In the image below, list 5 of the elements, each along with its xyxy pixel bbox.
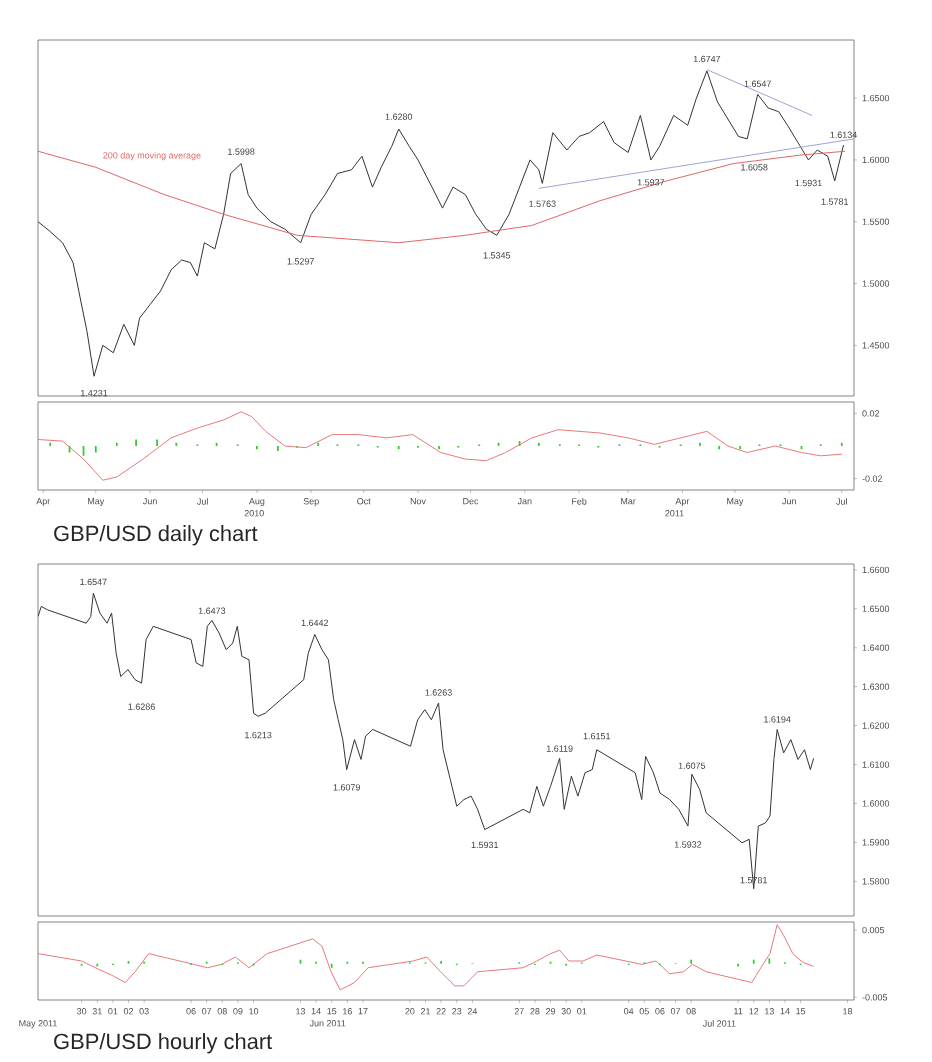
text: GBP/USD hourly chart [54, 1033, 273, 1054]
line-series [38, 592, 815, 890]
line-series [38, 150, 846, 244]
line-series [38, 924, 815, 991]
text: GBP/USD daily chart [54, 525, 258, 546]
